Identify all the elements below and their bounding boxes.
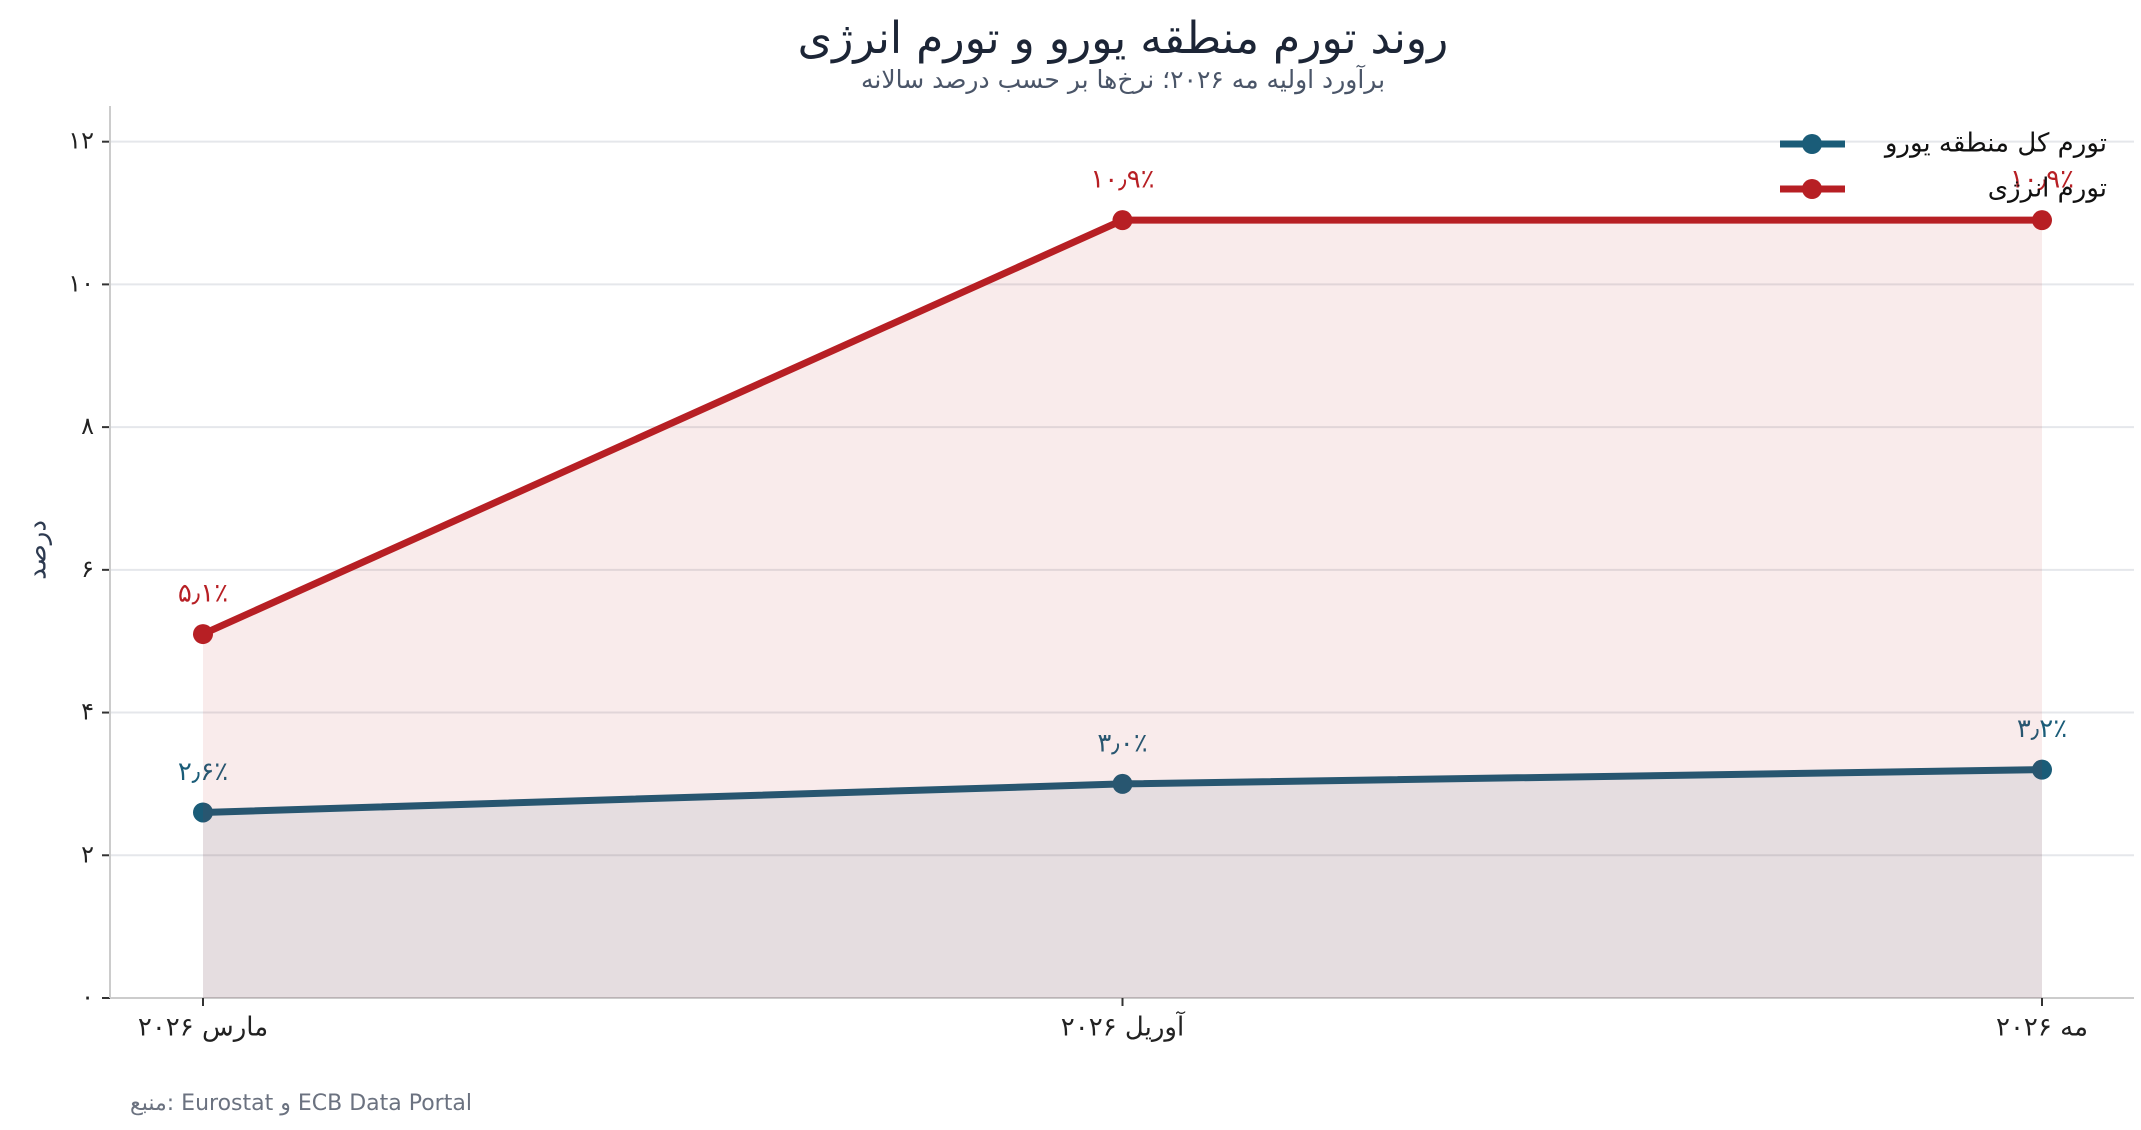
point — [2032, 759, 2052, 780]
x-tick-label: مه ۲۰۲۶ — [1996, 1013, 2088, 1043]
point — [1112, 210, 1133, 231]
area — [203, 220, 2042, 998]
y-tick-label: ۱۲ — [68, 127, 94, 155]
point — [193, 624, 213, 645]
x-tick-label: آوریل ۲۰۲۶ — [1061, 1011, 1186, 1043]
y-tick-label: ۶ — [81, 555, 94, 583]
y-tick-label: ۰ — [81, 983, 94, 1011]
area — [203, 769, 2042, 998]
x-tick-label: مارس ۲۰۲۶ — [138, 1013, 268, 1043]
data-label: ۵٫۱٪ — [178, 579, 228, 609]
source-note: منبع: Eurostat و ECB Data Portal — [130, 1091, 472, 1116]
legend-label: تورم انرژی — [1988, 174, 2107, 204]
y-tick-label: ۱۰ — [68, 269, 94, 297]
y-axis-label: درصد — [23, 520, 53, 580]
legend-label: تورم کل منطقه یورو — [1883, 129, 2107, 159]
point — [2032, 210, 2052, 231]
data-label: ۱۰٫۹٪ — [1090, 165, 1154, 195]
point — [1112, 773, 1133, 794]
data-label: ۱۰٫۹٪ — [2010, 165, 2074, 195]
data-label: ۳٫۰٪ — [1097, 728, 1147, 758]
point — [193, 802, 213, 823]
data-label: ۳٫۲٪ — [2017, 714, 2067, 744]
legend-marker — [1802, 134, 1822, 154]
chart-subtitle: برآورد اولیه مه ۲۰۲۶؛ نرخ‌ها بر حسب درصد… — [861, 64, 1385, 95]
legend-marker — [1802, 179, 1822, 199]
chart-title: روند تورم منطقه یورو و تورم انرژی — [798, 13, 1449, 64]
y-tick-label: ۲ — [81, 840, 94, 868]
y-tick-label: ۴ — [81, 698, 94, 726]
y-tick-label: ۸ — [81, 412, 94, 440]
data-label: ۲٫۶٪ — [178, 757, 228, 787]
